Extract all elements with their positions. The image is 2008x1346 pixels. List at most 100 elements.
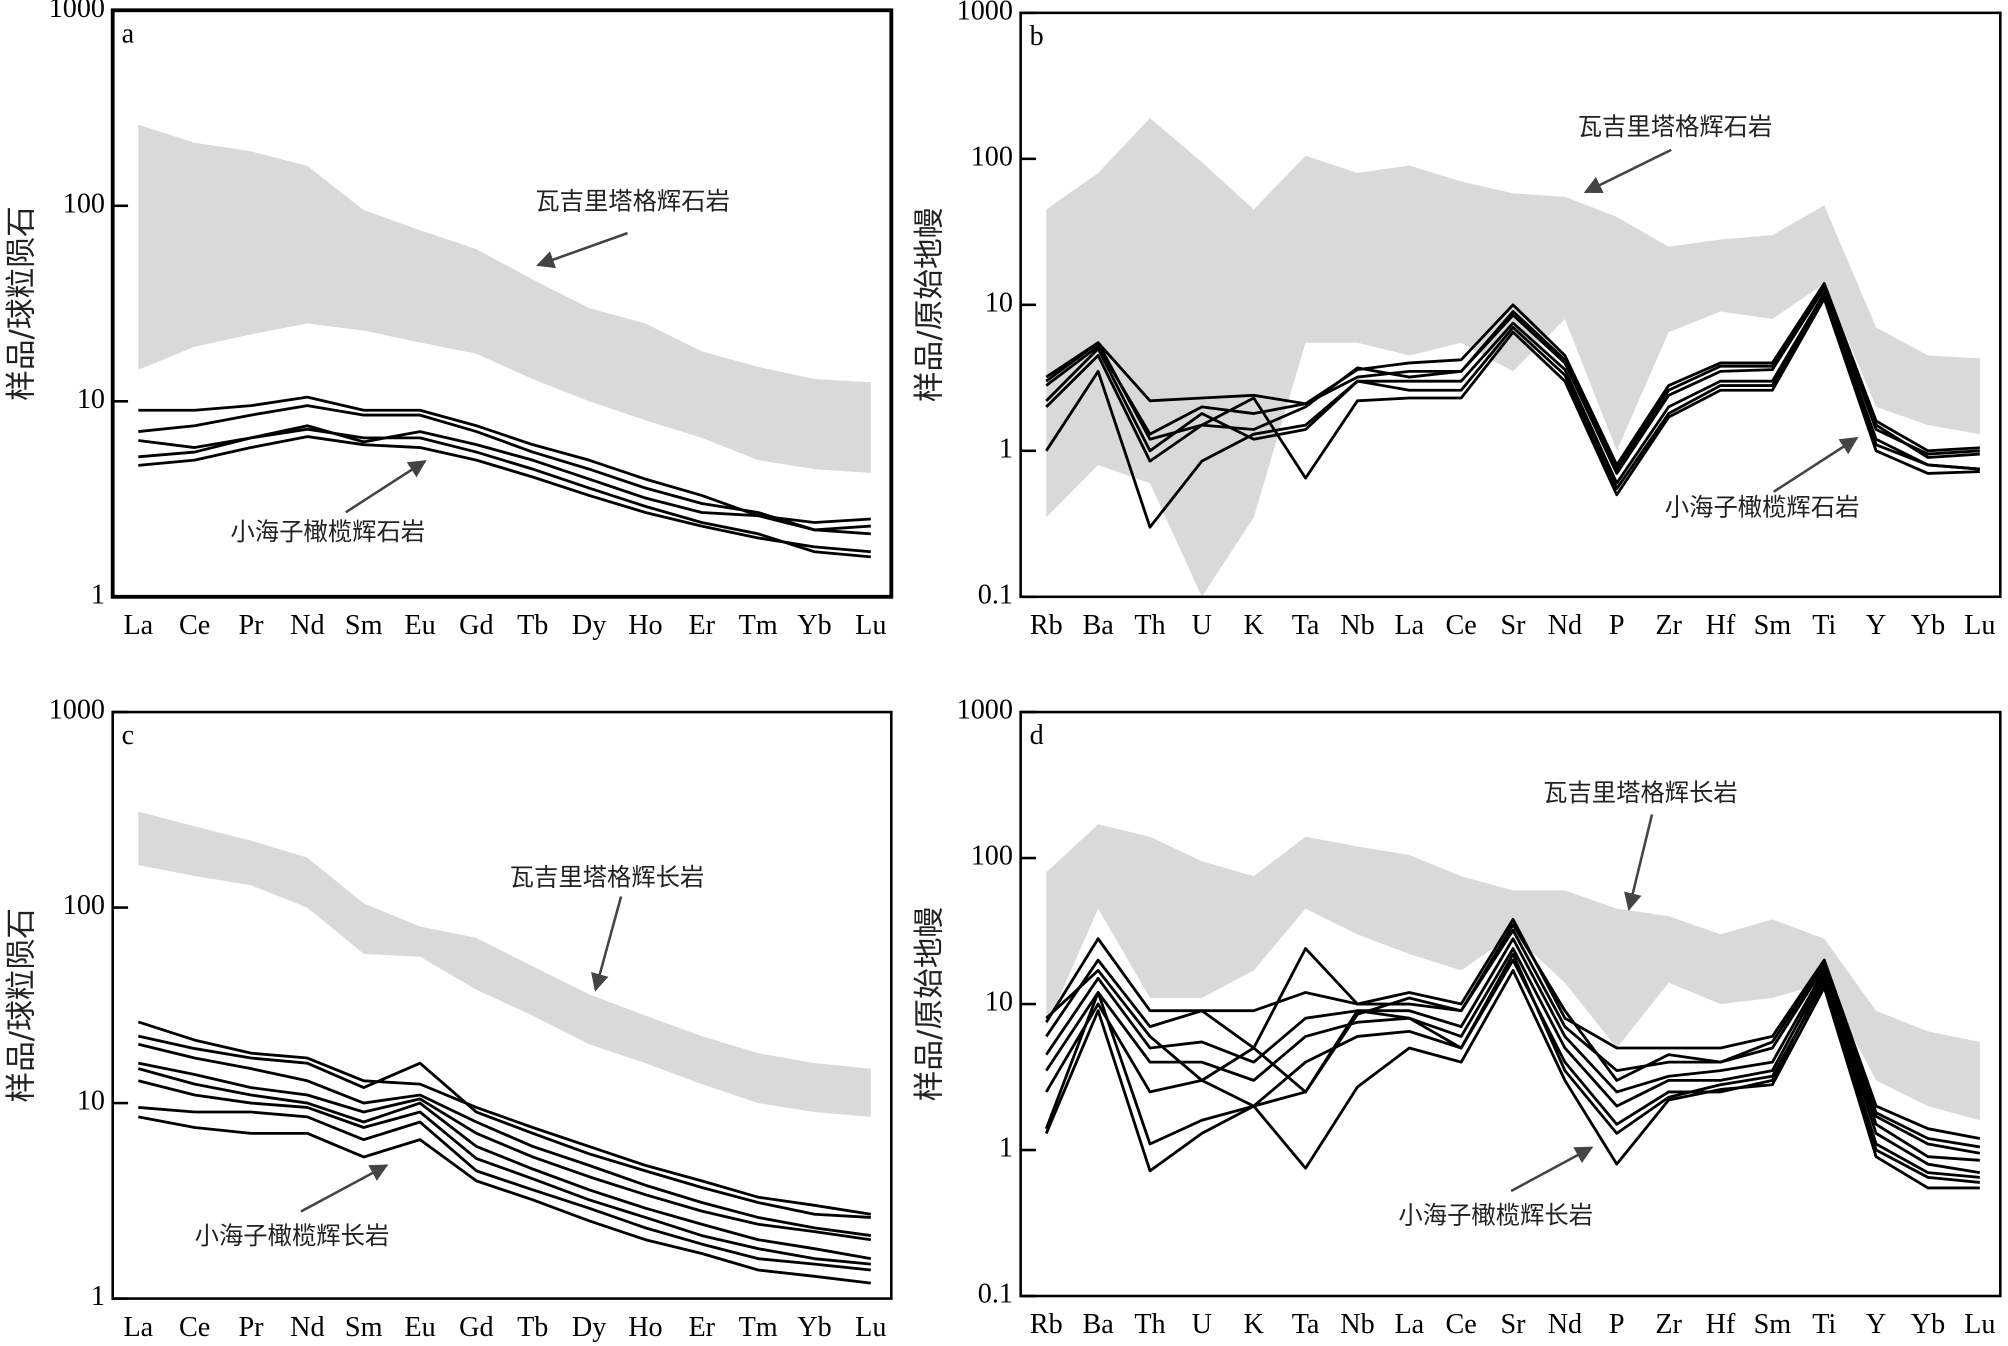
y-tick-label: 1000 [957,695,1013,726]
x-tick-label: Ba [1082,610,1114,641]
x-tick-label: Sr [1501,610,1527,641]
panel-label: a [122,18,135,49]
y-tick-label: 1 [999,1132,1013,1163]
sample-line [138,435,871,554]
sample-line [1044,968,1980,1190]
x-tick-label: Ce [1446,610,1477,641]
x-tick-label: Sm [1754,1309,1792,1340]
x-tick-label: Hf [1706,1309,1736,1340]
sample-line [138,1115,871,1285]
annotation: 瓦吉里塔格辉长岩 [510,863,705,892]
x-tick-label: Gd [459,610,493,641]
y-tick-label: 1000 [49,0,105,24]
sample-line [137,1067,872,1261]
panel-label: c [122,720,135,751]
x-tick-label: Sm [345,610,383,641]
x-tick-label: Nd [290,1312,324,1343]
annotation-arrow [345,459,427,514]
sample-line [1045,282,1980,467]
y-tick-label: 1000 [957,0,1013,26]
sample-line [1045,291,1980,485]
x-tick-label: Nb [1340,1309,1374,1340]
x-tick-label: Yb [797,610,831,641]
annotation-arrow [1772,436,1859,493]
y-tick-label: 1000 [49,695,105,726]
x-tick-label: Y [1866,1309,1886,1340]
x-tick-label: Y [1866,610,1886,641]
x-tick-label: K [1244,610,1265,641]
sample-line [1044,952,1980,1184]
x-tick-label: U [1192,1309,1212,1340]
x-tick-label: Rb [1030,1309,1063,1340]
range-band [1046,824,1980,1121]
y-axis-label: 样品/球粒陨石 [4,206,40,401]
x-tick-label: Tb [517,610,548,641]
x-tick-label: Ho [628,1312,662,1343]
x-tick-label: Yb [1911,610,1945,641]
x-tick-label: Sm [1754,610,1792,641]
annotation: 小海子橄榄辉石岩 [1665,492,1860,521]
x-tick-label: La [1394,610,1424,641]
annotation: 瓦吉里塔格辉石岩 [1578,112,1773,141]
x-tick-label: Er [688,610,715,641]
x-tick-label: P [1609,1309,1625,1340]
panel-label: d [1030,720,1044,751]
sample-line [137,1042,872,1237]
sample-line [138,404,871,536]
annotation-arrow [300,1164,389,1213]
x-tick-label: Ba [1082,1309,1114,1340]
y-tick-label: 0.1 [978,579,1013,610]
sample-line [138,427,871,559]
x-tick-label: Eu [404,610,435,641]
x-tick-label: Rb [1030,610,1063,641]
x-tick-label: Ti [1812,1309,1836,1340]
x-tick-label: Sm [345,1312,383,1343]
y-axis-label: 样品/原始地幔 [912,907,948,1102]
y-tick-label: 10 [77,1086,105,1117]
x-tick-label: La [1394,1309,1424,1340]
x-tick-label: Gd [459,1312,493,1343]
panel-label: b [1030,21,1044,52]
plot-frame [111,710,893,1300]
x-tick-label: Dy [572,1312,606,1343]
y-axis-label: 样品/球粒陨石 [4,908,40,1103]
sample-line [138,1106,871,1272]
annotation-arrow [1624,814,1654,912]
y-tick-label: 100 [63,188,105,219]
x-tick-label: Ce [179,610,210,641]
range-band [1046,118,1980,597]
y-axis-label: 样品/原始地幔 [912,207,948,402]
y-tick-label: 1 [91,579,105,610]
y-tick-label: 100 [971,141,1013,172]
x-tick-label: Ti [1812,610,1836,641]
x-tick-label: Pr [238,610,264,641]
y-tick-label: 100 [63,890,105,921]
x-tick-label: Eu [404,1312,435,1343]
x-tick-label: Nd [1548,1309,1582,1340]
y-tick-label: 10 [985,287,1013,318]
x-tick-label: P [1609,610,1625,641]
x-tick-label: Pr [238,1312,264,1343]
x-tick-label: Lu [855,610,886,641]
y-tick-label: 10 [77,384,105,415]
y-tick-label: 1 [91,1281,105,1312]
x-tick-label: Ce [1446,1309,1477,1340]
x-tick-label: Ce [179,1312,210,1343]
x-tick-label: Ta [1292,1309,1320,1340]
y-tick-label: 10 [985,987,1013,1018]
sample-line [137,1020,872,1216]
sample-line [137,1079,871,1266]
sample-line [138,1061,872,1242]
x-tick-label: Th [1134,610,1165,641]
annotation: 小海子橄榄辉长岩 [1398,1201,1593,1230]
x-tick-label: Lu [1964,1309,1995,1340]
annotation: 瓦吉里塔格辉石岩 [535,186,730,215]
x-tick-label: Nd [1548,610,1582,641]
annotation-arrow [536,231,628,269]
x-tick-label: K [1244,1309,1265,1340]
annotation-arrow [591,896,623,992]
x-tick-label: Hf [1706,610,1736,641]
range-band [138,811,871,1117]
annotation-arrow [1583,148,1672,194]
